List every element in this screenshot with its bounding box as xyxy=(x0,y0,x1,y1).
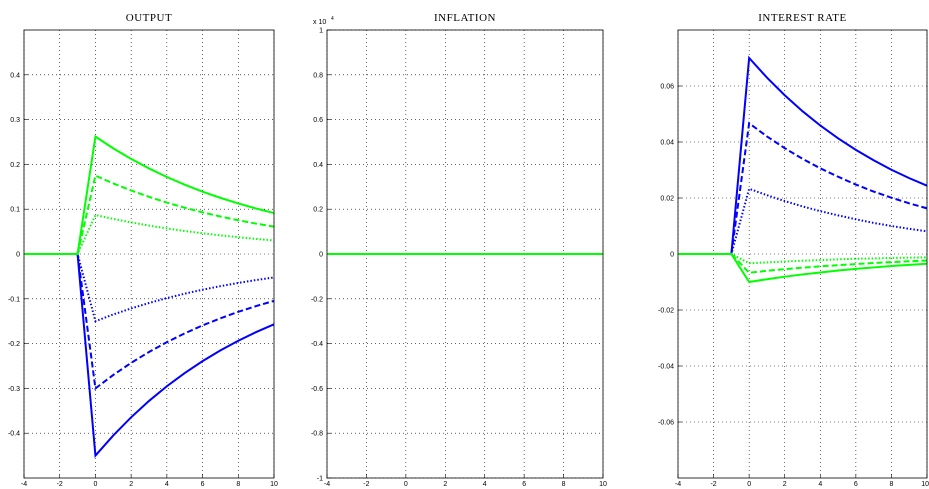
axes-frame xyxy=(326,29,604,479)
series-line xyxy=(24,213,275,255)
x-tick-label: 8 xyxy=(236,481,240,488)
x-tick-label: 0 xyxy=(404,481,408,488)
y-tick-label: 0 xyxy=(319,252,323,259)
x-tick-label: 0 xyxy=(93,481,97,488)
x-tick-label: -2 xyxy=(57,481,63,488)
y-tick-label: 0.3 xyxy=(10,117,20,124)
y-tick-label: 0.4 xyxy=(10,72,20,79)
chart-title: INFLATION xyxy=(434,12,496,24)
y-tick-label: -0.02 xyxy=(658,308,674,315)
y-tick-label: -0.04 xyxy=(658,364,674,371)
y-tick-label: -0.06 xyxy=(658,420,674,427)
y-tick-label: 0.6 xyxy=(313,117,323,124)
y-tick-label: -0.3 xyxy=(8,386,20,393)
y-tick-label: 0.02 xyxy=(660,196,674,203)
y-tick-label: 0.2 xyxy=(10,162,20,169)
y-tick-label: 0.2 xyxy=(313,207,323,214)
x-tick-label: -4 xyxy=(21,481,27,488)
exponent-label: x 10 xyxy=(313,19,326,26)
x-tick-label: 0 xyxy=(747,481,751,488)
x-tick-label: 6 xyxy=(201,481,205,488)
y-tick-label: -0.6 xyxy=(311,386,323,393)
x-tick-label: 10 xyxy=(599,481,607,488)
y-tick-label: 0.06 xyxy=(660,84,674,91)
subplot: OUTPUT -4 -2 0 2 4 6 8 10 -0.4 -0.3 -0.2 -0.1 0 0.1 0.2… xyxy=(8,12,278,488)
axes-frame xyxy=(677,29,928,479)
axes-frame xyxy=(23,29,275,479)
series-line xyxy=(24,253,275,323)
x-tick-label: -2 xyxy=(363,481,369,488)
y-tick-label: -0.2 xyxy=(8,341,20,348)
subplot: INTEREST RATE -4 -2 0 2 4 6 8 10 -0.06 -0.04 -0.02 0… xyxy=(658,12,929,488)
series-line xyxy=(678,253,928,274)
y-tick-label: -0.1 xyxy=(8,296,20,303)
y-tick-label: -0.8 xyxy=(311,431,323,438)
x-tick-label: 4 xyxy=(818,481,822,488)
y-tick-label: 0 xyxy=(16,252,20,259)
y-tick-label: -0.4 xyxy=(8,431,20,438)
x-tick-label: 8 xyxy=(562,481,566,488)
x-tick-label: 10 xyxy=(270,481,278,488)
series-line xyxy=(678,253,928,265)
x-tick-label: -2 xyxy=(710,481,716,488)
x-tick-label: 10 xyxy=(921,481,929,488)
x-tick-label: -4 xyxy=(324,481,330,488)
x-tick-label: 4 xyxy=(165,481,169,488)
exponent: 4 xyxy=(331,16,334,22)
y-tick-label: 1 xyxy=(319,28,323,35)
y-tick-label: -0.2 xyxy=(311,296,323,303)
x-tick-label: 6 xyxy=(854,481,858,488)
y-tick-label: -1 xyxy=(317,476,323,483)
x-tick-label: 2 xyxy=(783,481,787,488)
y-tick-label: 0.1 xyxy=(10,207,20,214)
x-tick-label: 6 xyxy=(522,481,526,488)
x-tick-label: 4 xyxy=(483,481,487,488)
x-tick-label: 8 xyxy=(889,481,893,488)
y-tick-label: 0.04 xyxy=(660,140,674,147)
y-tick-label: 0.4 xyxy=(313,162,323,169)
chart-title: OUTPUT xyxy=(126,12,172,24)
y-tick-label: 0.8 xyxy=(313,72,323,79)
x-tick-label: 2 xyxy=(443,481,447,488)
series-line xyxy=(24,174,275,255)
y-tick-label: -0.4 xyxy=(311,341,323,348)
y-tick-label: 0 xyxy=(670,252,674,259)
chart-title: INTEREST RATE xyxy=(758,12,847,24)
x-tick-label: 2 xyxy=(129,481,133,488)
x-tick-label: -4 xyxy=(675,481,681,488)
